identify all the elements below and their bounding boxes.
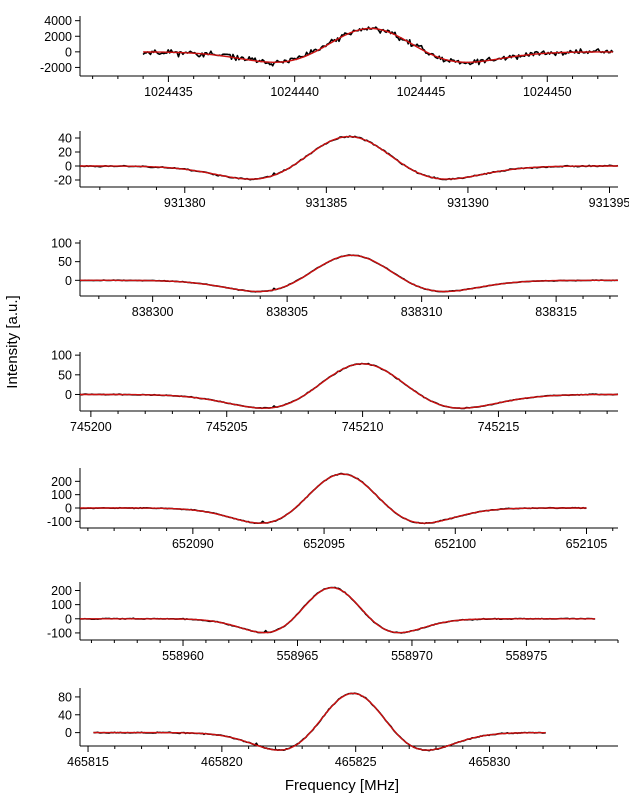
observed-spectrum-line [79,362,619,410]
x-tick-label: 745200 [70,420,112,434]
x-tick-label: 1024445 [397,85,446,99]
x-tick-label: 465815 [67,755,109,769]
x-tick-label: 652095 [303,537,345,551]
y-tick-label: 50 [58,368,72,382]
y-tick-label: 100 [51,488,72,502]
fit-spectrum-line [80,254,618,293]
x-tick-label: 1024440 [270,85,319,99]
x-tick-label: 465820 [201,755,243,769]
y-tick-label: 0 [65,274,72,288]
y-tick-label: 50 [58,255,72,269]
fit-spectrum-line [80,587,596,634]
y-tick-label: 0 [65,45,72,59]
y-tick-label: 4000 [44,14,72,28]
x-tick-label: 465830 [469,755,511,769]
x-tick-label: 1024435 [144,85,193,99]
x-tick-label: 558975 [506,649,548,663]
y-tick-label: 200 [51,475,72,489]
y-tick-label: -20 [54,174,72,188]
y-tick-label: 0 [65,612,72,626]
y-tick-label: 40 [58,708,72,722]
x-tick-label: 652090 [172,537,214,551]
y-tick-label: 0 [65,160,72,174]
x-tick-label: 931390 [447,196,489,210]
fit-spectrum-line [93,692,546,751]
observed-spectrum-line [80,586,596,634]
x-tick-label: 558960 [162,649,204,663]
x-tick-label: 465825 [335,755,377,769]
x-tick-label: 652100 [434,537,476,551]
observed-spectrum-line [79,472,587,525]
x-tick-label: 931385 [305,196,347,210]
x-tick-label: 838310 [401,305,443,319]
x-tick-label: 838315 [535,305,577,319]
x-tick-label: 652105 [566,537,608,551]
spectrum-panel-7: 80 40 0 465815 465820 465825 465830 [58,688,618,769]
y-tick-label: -100 [47,626,72,640]
y-tick-label: -100 [47,515,72,529]
y-axis-title: Intensity [a.u.] [4,295,21,388]
y-tick-label: -2000 [40,61,72,75]
y-tick-label: 200 [51,584,72,598]
y-tick-label: 80 [58,690,72,704]
x-tick-label: 558965 [277,649,319,663]
spectrum-panel-4: 100 50 0 745200 745205 745210 745215 [51,349,619,434]
y-tick-label: 0 [65,502,72,516]
x-tick-label: 745205 [206,420,248,434]
observed-spectrum-line [79,135,619,181]
fit-spectrum-line [80,363,618,409]
x-tick-label: 838300 [132,305,174,319]
fit-spectrum-line [143,27,613,63]
x-tick-label: 745215 [478,420,520,434]
fit-spectrum-line [80,135,618,180]
y-tick-label: 100 [51,598,72,612]
y-tick-label: 20 [58,146,72,160]
fit-spectrum-line [80,473,587,524]
x-tick-label: 558970 [391,649,433,663]
x-axis-title: Frequency [MHz] [285,777,399,794]
x-tick-label: 1024450 [523,85,572,99]
y-tick-label: 40 [58,132,72,146]
x-tick-label: 931395 [589,196,629,210]
y-tick-label: 2000 [44,30,72,44]
y-tick-label: 0 [65,726,72,740]
x-tick-label: 931380 [164,196,206,210]
y-tick-label: 0 [65,388,72,402]
observed-spectrum-line [142,26,614,67]
x-tick-label: 838305 [266,305,308,319]
y-tick-label: 100 [51,349,72,363]
x-tick-label: 745210 [342,420,384,434]
observed-spectrum-line [79,254,619,293]
y-tick-label: 100 [51,236,72,250]
spectrum-panel-3: 100 50 0 838300 838305 838310 838315 [51,236,619,319]
